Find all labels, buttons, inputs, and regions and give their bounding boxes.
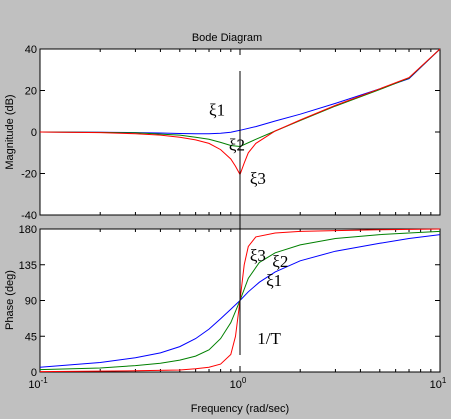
magnitude-annotation: ξ1 bbox=[209, 100, 225, 119]
x-axis-label: Frequency (rad/sec) bbox=[191, 403, 289, 415]
magnitude-annotation: ξ3 bbox=[250, 169, 266, 188]
magnitude-ytick-label: -20 bbox=[21, 169, 37, 181]
phase-series-xi1 bbox=[39, 234, 441, 368]
phase-ytick-label: 135 bbox=[19, 260, 37, 272]
x-tick-label: 101 bbox=[430, 376, 447, 391]
phase-ytick-label: 0 bbox=[31, 367, 37, 379]
magnitude-series-xi1 bbox=[39, 48, 441, 135]
phase-ylabel: Phase (deg) bbox=[4, 270, 16, 330]
phase-ytick-label: 180 bbox=[19, 224, 37, 236]
magnitude-ytick-label: 20 bbox=[25, 86, 37, 98]
magnitude-series-xi2 bbox=[39, 48, 441, 148]
magnitude-annotation: ξ2 bbox=[229, 136, 245, 155]
magnitude-ytick-label: 40 bbox=[25, 44, 37, 56]
phase-annotation: ξ1 bbox=[266, 271, 282, 290]
magnitude-series-xi3 bbox=[39, 48, 441, 176]
phase-annotation: 1/T bbox=[257, 329, 281, 348]
magnitude-ytick-label: 0 bbox=[31, 127, 37, 139]
x-tick-label: 100 bbox=[230, 376, 247, 391]
chart-title: Bode Diagram bbox=[192, 32, 262, 44]
magnitude-ytick-label: -40 bbox=[21, 210, 37, 222]
x-tick-label: 10-1 bbox=[28, 376, 48, 391]
phase-series-xi2 bbox=[39, 230, 441, 371]
phase-annotation: ξ2 bbox=[272, 252, 288, 271]
phase-ytick-label: 45 bbox=[25, 331, 37, 343]
phase-ytick-label: 90 bbox=[25, 296, 37, 308]
magnitude-ylabel: Magnitude (dB) bbox=[4, 94, 16, 169]
phase-annotation: ξ3 bbox=[250, 246, 266, 265]
